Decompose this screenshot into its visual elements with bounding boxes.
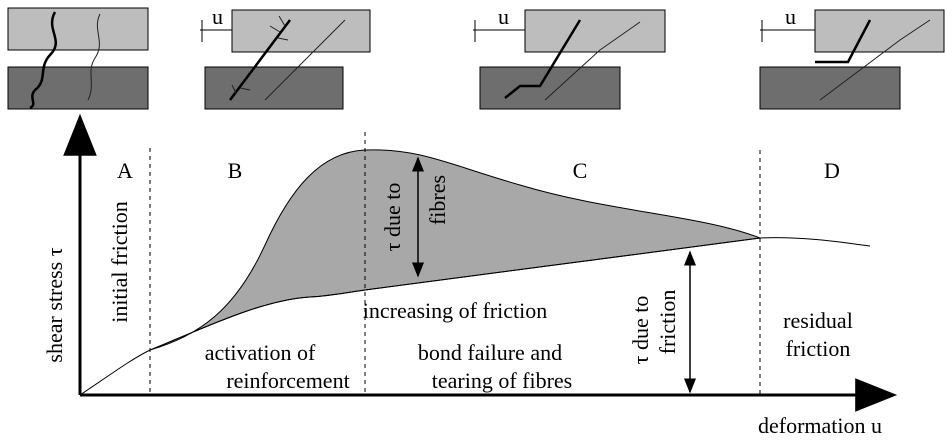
panel-c: u <box>473 4 666 110</box>
annotation: initial friction <box>107 201 132 323</box>
panel-a <box>7 7 149 110</box>
annotation: increasing of friction <box>363 298 548 323</box>
annotation: fibres <box>425 175 450 225</box>
region-label: A <box>117 158 133 183</box>
annotation: activation of <box>205 340 316 365</box>
u-label: u <box>498 4 509 29</box>
region-label: D <box>824 158 840 183</box>
annotation: reinforcement <box>226 368 349 393</box>
friction-curve <box>79 237 871 396</box>
panel-d: u <box>759 4 945 110</box>
annotation: τ due to <box>380 183 405 252</box>
panel-b: u <box>200 4 371 110</box>
u-label: u <box>212 4 223 29</box>
annotation: friction <box>786 336 851 361</box>
chart-area <box>63 113 898 412</box>
annotation: τ due to <box>628 296 653 365</box>
region-label: B <box>228 158 243 183</box>
region-label: C <box>573 158 588 183</box>
annotation: residual <box>783 308 853 333</box>
annotation: bond failure and <box>418 340 562 365</box>
y-axis-label: shear stress τ <box>42 247 67 362</box>
u-label: u <box>785 4 796 29</box>
x-axis-label: deformation u <box>758 413 882 438</box>
annotation: tearing of fibres <box>432 368 573 393</box>
annotation: friction <box>655 290 680 355</box>
